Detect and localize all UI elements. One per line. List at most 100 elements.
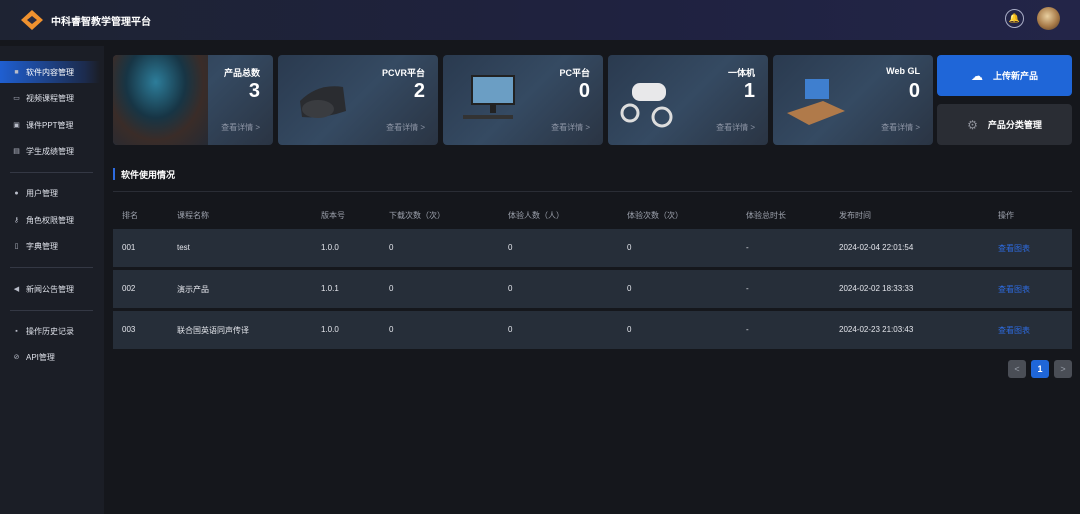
view-chart-link[interactable]: 查看图表 bbox=[998, 285, 1030, 294]
sidebar-item-label: 角色权限管理 bbox=[26, 215, 74, 225]
card-label: 一体机 bbox=[727, 68, 755, 78]
link-icon: ⊘ bbox=[13, 354, 20, 361]
sidebar-item-label: 课件PPT管理 bbox=[26, 120, 74, 130]
table-cell: 001 bbox=[122, 243, 136, 252]
table-cell: - bbox=[746, 325, 749, 334]
table-cell: - bbox=[746, 243, 749, 252]
table-cell: 2024-02-02 18:33:33 bbox=[839, 284, 914, 293]
gamepad-icon: ■ bbox=[14, 68, 19, 76]
sidebar-item-label: 操作历史记录 bbox=[26, 326, 74, 336]
book-icon: ▯ bbox=[14, 243, 19, 250]
sidebar: ■ 软件内容管理 ▭ 视频课程管理 ▣ 课件PPT管理 ▤ 学生成绩管理 ● 用户管理 ⚷… bbox=[0, 46, 104, 514]
view-chart-link[interactable]: 查看图表 bbox=[998, 326, 1030, 335]
cloud-upload-icon: ☁ bbox=[970, 68, 983, 83]
bell-icon[interactable]: 🔔 bbox=[1005, 9, 1024, 28]
sidebar-item-label: 学生成绩管理 bbox=[26, 146, 74, 156]
divider bbox=[10, 267, 93, 268]
sidebar-item-label: 用户管理 bbox=[26, 188, 58, 198]
card-value: 2 bbox=[413, 80, 425, 102]
column-header: 体验人数（人） bbox=[508, 211, 564, 220]
sidebar-item-ppt[interactable]: ▣ 课件PPT管理 bbox=[0, 114, 100, 136]
sidebar-item-label: 软件内容管理 bbox=[26, 67, 74, 77]
prev-page-button[interactable]: < bbox=[1008, 360, 1026, 378]
sidebar-item-label: 新闻公告管理 bbox=[26, 284, 74, 294]
table-cell: 0 bbox=[627, 284, 632, 293]
desk-computer-image bbox=[787, 79, 845, 125]
monitor-icon: ▭ bbox=[13, 95, 20, 102]
table-cell: 0 bbox=[508, 243, 513, 252]
table-cell: 0 bbox=[508, 284, 513, 293]
table-cell: test bbox=[177, 243, 190, 252]
card-total-products[interactable]: 产品总数 3 查看详情 > bbox=[113, 55, 273, 145]
view-details-link[interactable]: 查看详情 > bbox=[386, 123, 425, 132]
table-cell: 2024-02-04 22:01:54 bbox=[839, 243, 914, 252]
section-title: 软件使用情况 bbox=[113, 168, 175, 180]
divider bbox=[10, 172, 93, 173]
sidebar-item-dictionary[interactable]: ▯ 字典管理 bbox=[0, 235, 100, 257]
table-cell: 联合国英语同声传译 bbox=[177, 326, 249, 335]
column-header: 发布时间 bbox=[839, 211, 871, 220]
upload-product-button[interactable]: ☁ 上传新产品 bbox=[937, 55, 1072, 96]
card-value: 1 bbox=[743, 80, 755, 102]
column-header: 课程名称 bbox=[177, 211, 209, 220]
button-label: 上传新产品 bbox=[992, 71, 1038, 81]
grade-icon: ▤ bbox=[13, 148, 20, 155]
card-label: PCVR平台 bbox=[381, 68, 425, 78]
card-standalone[interactable]: 一体机 1 查看详情 > bbox=[608, 55, 768, 145]
column-header: 版本号 bbox=[321, 211, 345, 220]
card-pc[interactable]: PC平台 0 查看详情 > bbox=[443, 55, 603, 145]
top-header: 中科睿智教学管理平台 🔔 bbox=[0, 0, 1080, 40]
user-icon: ● bbox=[14, 189, 19, 197]
table-cell: - bbox=[746, 284, 749, 293]
view-details-link[interactable]: 查看详情 > bbox=[716, 123, 755, 132]
sidebar-item-label: 视频课程管理 bbox=[26, 93, 74, 103]
table-cell: 2024-02-23 21:03:43 bbox=[839, 325, 914, 334]
sidebar-item-history[interactable]: ▪ 操作历史记录 bbox=[0, 320, 100, 342]
table-cell: 003 bbox=[122, 325, 136, 334]
table-cell: 0 bbox=[627, 243, 632, 252]
avatar[interactable] bbox=[1037, 7, 1060, 30]
sidebar-item-video[interactable]: ▭ 视频课程管理 bbox=[0, 87, 100, 109]
table-row: 003 联合国英语同声传译 1.0.0 0 0 0 - 2024-02-23 21:03:43… bbox=[113, 311, 1072, 349]
view-details-link[interactable]: 查看详情 > bbox=[881, 123, 920, 132]
app-title: 中科睿智教学管理平台 bbox=[51, 17, 151, 28]
table-cell: 002 bbox=[122, 284, 136, 293]
view-details-link[interactable]: 查看详情 > bbox=[551, 123, 590, 132]
key-icon: ⚷ bbox=[13, 217, 20, 224]
table-cell: 1.0.0 bbox=[321, 325, 339, 334]
button-label: 产品分类管理 bbox=[987, 120, 1042, 130]
sidebar-item-users[interactable]: ● 用户管理 bbox=[0, 182, 100, 204]
sidebar-item-news[interactable]: ◀ 新闻公告管理 bbox=[0, 278, 100, 300]
view-chart-link[interactable]: 查看图表 bbox=[998, 244, 1030, 253]
table-cell: 0 bbox=[627, 325, 632, 334]
table-cell: 演示产品 bbox=[177, 285, 209, 294]
megaphone-icon: ◀ bbox=[13, 286, 20, 293]
card-pcvr[interactable]: PCVR平台 2 查看详情 > bbox=[278, 55, 438, 145]
document-icon: ▣ bbox=[13, 122, 20, 129]
sidebar-item-software[interactable]: ■ 软件内容管理 bbox=[0, 61, 100, 83]
vr-headset-image bbox=[300, 86, 346, 118]
pc-monitor-image bbox=[463, 75, 515, 119]
folder-gear-icon: ⚙ bbox=[967, 117, 978, 132]
card-value: 3 bbox=[248, 80, 260, 102]
category-management-button[interactable]: ⚙ 产品分类管理 bbox=[937, 104, 1072, 145]
table-cell: 1.0.0 bbox=[321, 243, 339, 252]
logo-icon bbox=[21, 10, 43, 30]
column-header: 排名 bbox=[122, 211, 138, 220]
sidebar-item-roles[interactable]: ⚷ 角色权限管理 bbox=[0, 209, 100, 231]
standalone-headset-image bbox=[620, 83, 673, 128]
card-webgl[interactable]: Web GL 0 查看详情 > bbox=[773, 55, 933, 145]
sidebar-item-grades[interactable]: ▤ 学生成绩管理 bbox=[0, 140, 100, 162]
view-details-link[interactable]: 查看详情 > bbox=[221, 123, 260, 132]
divider bbox=[113, 191, 1072, 192]
sidebar-item-label: 字典管理 bbox=[26, 241, 58, 251]
page-1-button[interactable]: 1 bbox=[1031, 360, 1049, 378]
card-label: 产品总数 bbox=[223, 68, 260, 78]
card-label: Web GL bbox=[886, 66, 920, 76]
table-cell: 0 bbox=[508, 325, 513, 334]
column-header: 下载次数（次） bbox=[389, 211, 445, 220]
sidebar-item-api[interactable]: ⊘ API管理 bbox=[0, 346, 100, 368]
column-header: 体验总时长 bbox=[746, 211, 786, 220]
column-header: 操作 bbox=[998, 211, 1014, 220]
next-page-button[interactable]: > bbox=[1054, 360, 1072, 378]
